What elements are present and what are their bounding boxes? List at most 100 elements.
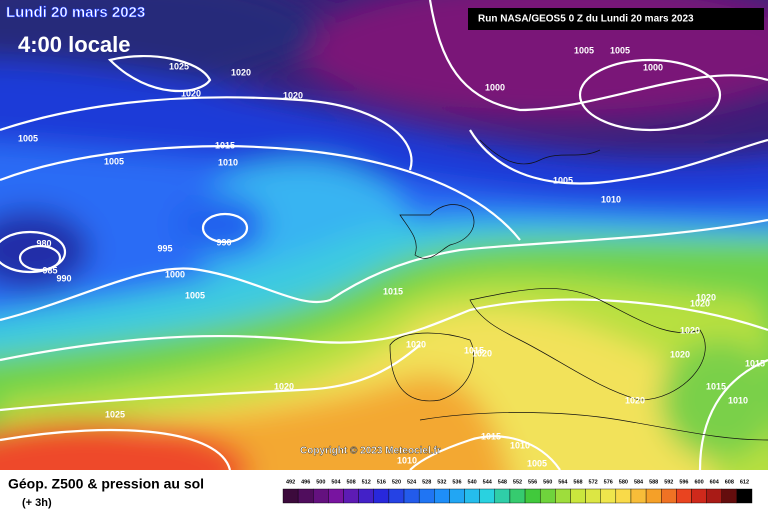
colorbar-label: 564 bbox=[558, 479, 568, 485]
colorbar-swatch bbox=[403, 488, 420, 504]
coast bbox=[399, 204, 475, 259]
isobar-label: 1015 bbox=[481, 431, 501, 441]
isobar-label: 1010 bbox=[728, 395, 748, 405]
isobar-label: 1005 bbox=[104, 156, 124, 166]
isobar-label: 1020 bbox=[690, 298, 710, 308]
footer-lead: (+ 3h) bbox=[22, 497, 52, 509]
colorbar-swatch bbox=[479, 488, 496, 504]
colorbar-label: 532 bbox=[437, 479, 446, 485]
colorbar-swatch bbox=[585, 488, 601, 504]
isobar bbox=[0, 230, 67, 274]
isobar bbox=[18, 244, 62, 272]
isobar-label: 1025 bbox=[169, 61, 189, 71]
colorbar-label: 528 bbox=[422, 479, 431, 485]
colorbar-label: 568 bbox=[573, 479, 582, 485]
colorbar-swatch bbox=[645, 488, 662, 504]
colorbar-label: 576 bbox=[604, 479, 613, 485]
coast bbox=[389, 332, 474, 402]
colorbar-label: 520 bbox=[392, 479, 401, 485]
colorbar-label: 588 bbox=[649, 479, 658, 485]
isobar-label: 980 bbox=[36, 238, 51, 248]
isobar bbox=[409, 435, 561, 470]
isobar-label: 1020 bbox=[283, 90, 303, 100]
colorbar-swatch bbox=[494, 488, 511, 504]
isobar-label: 985 bbox=[42, 265, 57, 275]
colorbar-label: 516 bbox=[377, 479, 386, 485]
colorbar-label: 608 bbox=[725, 479, 734, 485]
isobar-label: 1020 bbox=[231, 67, 251, 77]
isobar bbox=[428, 0, 768, 112]
isobar-label: 1020 bbox=[696, 292, 716, 302]
colorbar-swatch bbox=[464, 488, 480, 504]
colorbar-label: 552 bbox=[513, 479, 522, 485]
colorbar-label: 496 bbox=[301, 479, 310, 485]
isobars bbox=[0, 0, 768, 470]
isobar-label: 1000 bbox=[643, 62, 663, 72]
coast bbox=[419, 412, 768, 441]
colorbar-label: 596 bbox=[679, 479, 688, 485]
colorbar-label: 612 bbox=[740, 479, 749, 485]
colorbar-swatch bbox=[736, 488, 753, 504]
colorbar-swatch bbox=[373, 488, 390, 504]
isobar bbox=[578, 58, 722, 132]
colorbar-swatch bbox=[721, 488, 738, 504]
run-info: Run NASA/GEOS5 0 Z du Lundi 20 mars 2023 bbox=[478, 14, 694, 25]
isobar-label: 1005 bbox=[574, 45, 594, 55]
colorbar-swatch bbox=[676, 488, 692, 504]
colorbar-label: 560 bbox=[543, 479, 552, 485]
colorbar-label: 592 bbox=[664, 479, 673, 485]
isobar-label: 1010 bbox=[601, 194, 621, 204]
isobar-label: 1015 bbox=[464, 345, 484, 355]
isobar-label: 1020 bbox=[670, 349, 690, 359]
isobar-label: 1000 bbox=[165, 269, 185, 279]
copyright: Copyright © 2023 Meteociel.fr bbox=[300, 446, 441, 457]
colorbar-swatch bbox=[418, 488, 435, 504]
colorbar-label: 556 bbox=[528, 479, 537, 485]
colorbar-swatch bbox=[509, 488, 526, 504]
colorbar-label: 604 bbox=[710, 479, 720, 485]
colorbar-swatch bbox=[388, 488, 405, 504]
isobar bbox=[0, 428, 232, 470]
colorbar-label: 548 bbox=[498, 479, 507, 485]
colorbar-label: 544 bbox=[483, 479, 493, 485]
isobar-label: 1015 bbox=[745, 358, 765, 368]
isobar-label: 1010 bbox=[510, 440, 530, 450]
colorbar-label: 500 bbox=[316, 479, 325, 485]
colorbar-swatch bbox=[630, 488, 647, 504]
colorbar-swatch bbox=[358, 488, 374, 504]
isobar-label: 1025 bbox=[105, 409, 125, 419]
isobar-label: 1015 bbox=[706, 381, 726, 391]
isobar-label: 1020 bbox=[472, 348, 492, 358]
colorbar-label: 512 bbox=[362, 479, 371, 485]
isobar-label: 1015 bbox=[215, 140, 235, 150]
run-box bbox=[468, 8, 764, 30]
colorbar-label: 572 bbox=[589, 479, 598, 485]
isobar-label: 990 bbox=[56, 273, 71, 283]
colorbar-swatch bbox=[313, 488, 329, 504]
isobar-label: 1005 bbox=[527, 458, 547, 468]
isobar bbox=[0, 298, 768, 362]
isobar-label: 1010 bbox=[397, 455, 417, 465]
isobar bbox=[0, 218, 768, 322]
colorbar-swatch bbox=[539, 488, 556, 504]
isobar-label: 1005 bbox=[610, 45, 630, 55]
isobar-label: 1020 bbox=[274, 381, 294, 391]
colorbar-label: 584 bbox=[634, 479, 644, 485]
isobar-label: 1005 bbox=[185, 290, 205, 300]
isobar-label: 1020 bbox=[680, 325, 700, 335]
isobar-label: 1020 bbox=[406, 339, 426, 349]
colorbar-swatch bbox=[570, 488, 586, 504]
colorbar-label: 600 bbox=[694, 479, 703, 485]
colorbar: 492 496 500 504 508 512 516 520 524 528 532 536 540 5… bbox=[282, 479, 753, 504]
isobar bbox=[469, 129, 768, 185]
isobar-label: 1000 bbox=[485, 82, 505, 92]
isobar bbox=[0, 96, 413, 171]
colorbar-swatch bbox=[328, 488, 344, 504]
colorbar-swatch bbox=[691, 488, 707, 504]
coastlines bbox=[389, 139, 768, 441]
colorbar-label: 504 bbox=[331, 479, 341, 485]
isobar-label: 1005 bbox=[18, 133, 38, 143]
